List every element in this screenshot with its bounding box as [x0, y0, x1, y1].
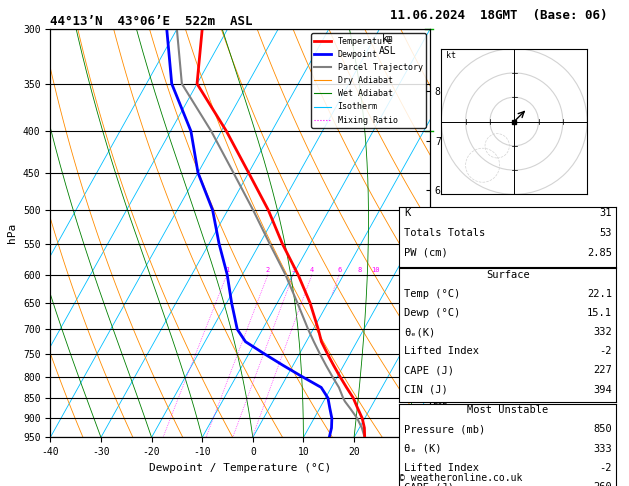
X-axis label: Dewpoint / Temperature (°C): Dewpoint / Temperature (°C)	[149, 463, 331, 473]
Text: 333: 333	[593, 444, 612, 453]
Text: -2: -2	[599, 346, 612, 356]
Text: CAPE (J): CAPE (J)	[404, 365, 454, 375]
Text: LCL: LCL	[433, 397, 448, 406]
Y-axis label: hPa: hPa	[8, 223, 18, 243]
Text: CIN (J): CIN (J)	[404, 384, 447, 395]
Text: CAPE (J): CAPE (J)	[404, 482, 454, 486]
Text: 15.1: 15.1	[587, 308, 612, 318]
Text: 332: 332	[593, 327, 612, 337]
Text: 53: 53	[599, 228, 612, 238]
Text: θₑ (K): θₑ (K)	[404, 444, 442, 453]
Text: 8: 8	[357, 267, 361, 273]
Text: Lifted Index: Lifted Index	[404, 346, 479, 356]
Text: Pressure (mb): Pressure (mb)	[404, 424, 485, 434]
Text: Lifted Index: Lifted Index	[404, 463, 479, 473]
Text: 227: 227	[593, 365, 612, 375]
Text: 2.85: 2.85	[587, 248, 612, 258]
Text: Dewp (°C): Dewp (°C)	[404, 308, 460, 318]
Legend: Temperature, Dewpoint, Parcel Trajectory, Dry Adiabat, Wet Adiabat, Isotherm, Mi: Temperature, Dewpoint, Parcel Trajectory…	[311, 34, 426, 128]
Text: 850: 850	[593, 424, 612, 434]
Text: 15: 15	[401, 267, 409, 273]
Text: 1: 1	[225, 267, 229, 273]
Text: 22.1: 22.1	[587, 289, 612, 299]
Text: © weatheronline.co.uk: © weatheronline.co.uk	[399, 473, 523, 483]
Text: 31: 31	[599, 208, 612, 218]
Text: 2: 2	[266, 267, 270, 273]
Text: 394: 394	[593, 384, 612, 395]
Text: 44°13’N  43°06’E  522m  ASL: 44°13’N 43°06’E 522m ASL	[50, 15, 253, 28]
Text: 10: 10	[371, 267, 379, 273]
Text: 20: 20	[423, 267, 431, 273]
Text: Most Unstable: Most Unstable	[467, 405, 548, 415]
Text: K: K	[404, 208, 410, 218]
Text: 3: 3	[291, 267, 296, 273]
Text: Totals Totals: Totals Totals	[404, 228, 485, 238]
Text: kt: kt	[446, 52, 456, 60]
Text: θₑ(K): θₑ(K)	[404, 327, 435, 337]
Text: 11.06.2024  18GMT  (Base: 06): 11.06.2024 18GMT (Base: 06)	[390, 9, 608, 22]
Text: km
ASL: km ASL	[379, 34, 397, 55]
Text: 4: 4	[310, 267, 314, 273]
Text: 6: 6	[337, 267, 342, 273]
Text: Surface: Surface	[486, 270, 530, 279]
Text: -2: -2	[599, 463, 612, 473]
Text: PW (cm): PW (cm)	[404, 248, 447, 258]
Text: Temp (°C): Temp (°C)	[404, 289, 460, 299]
Text: 260: 260	[593, 482, 612, 486]
